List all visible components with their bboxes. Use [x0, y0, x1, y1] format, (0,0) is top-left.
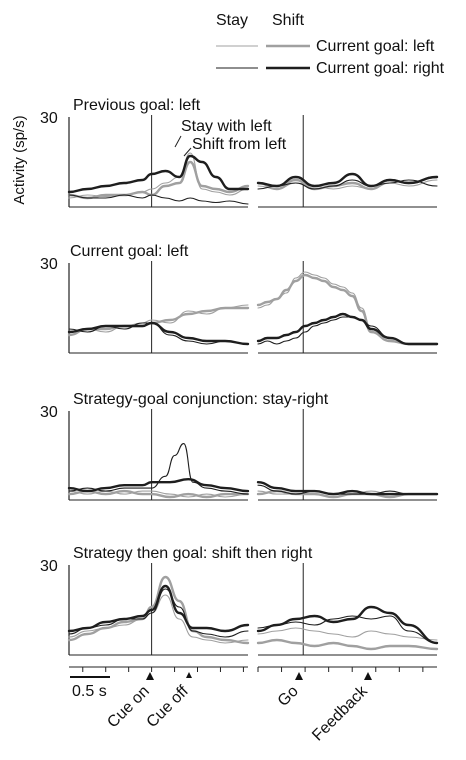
series-line-stay-left-cue	[68, 152, 249, 199]
event-marker-cue-on	[146, 672, 154, 680]
series-line-stay-right-cue	[68, 443, 249, 495]
series-line-stay-right-go	[257, 179, 438, 190]
y-tick-label: 30	[40, 110, 58, 127]
annotation-pointer	[174, 135, 192, 157]
series-line-shift-left-cue	[67, 160, 250, 200]
scale-bar-label: 0.5 s	[72, 683, 107, 700]
series-line-shift-right-go	[256, 481, 439, 496]
series-line-stay-right-go	[257, 615, 438, 644]
legend: Stay Shift Current goal: left Current go…	[216, 12, 445, 77]
series-line-stay-right-go	[257, 316, 438, 345]
legend-header-shift: Shift	[272, 12, 305, 29]
panel-2-traces	[67, 261, 439, 354]
panel-title: Strategy then goal: shift then right	[73, 545, 313, 562]
series-line-stay-left-go	[257, 271, 438, 345]
series-line-stay-right-cue	[68, 194, 249, 205]
panel-title: Strategy-goal conjunction: stay-right	[73, 391, 329, 408]
series-line-shift-right-go	[256, 605, 439, 645]
series-line-stay-left-go	[257, 627, 438, 641]
legend-label-left: Current goal: left	[316, 38, 435, 55]
event-label-go: Go	[275, 683, 302, 710]
series-line-shift-left-cue	[67, 489, 250, 499]
panel-1-traces	[67, 115, 439, 208]
y-axis-label: Activity (sp/s)	[11, 115, 28, 204]
series-line-shift-left-go	[256, 638, 439, 651]
series-line-shift-right-cue	[67, 478, 250, 493]
series-line-shift-left-cue	[67, 306, 250, 337]
panel-4: Strategy then goal: shift then right 30	[40, 545, 439, 656]
series-line-shift-right-go	[256, 312, 439, 346]
time-axis: 0.5 s Cue on Cue off Go Feedback	[69, 666, 437, 745]
time-axis-ticks	[82, 667, 424, 672]
annotation-shift-from-left: Shift from left	[192, 136, 287, 153]
event-label-feedback: Feedback	[309, 682, 371, 744]
legend-label-right: Current goal: right	[316, 60, 445, 77]
series-line-stay-right-cue	[68, 322, 249, 345]
event-marker-cue-off	[186, 672, 192, 678]
annotation-stay-with-left: Stay with left	[181, 118, 272, 135]
panel-4-traces	[67, 563, 439, 656]
series-line-stay-left-cue	[68, 594, 249, 644]
series-line-stay-right-cue	[68, 588, 249, 638]
legend-header-stay: Stay	[216, 12, 248, 29]
event-label-cue-on: Cue on	[104, 683, 153, 732]
event-label-cue-off: Cue off	[144, 682, 193, 731]
panel-3-traces	[67, 409, 439, 501]
y-tick-label: 30	[40, 256, 58, 273]
y-tick-label: 30	[40, 404, 58, 421]
series-line-stay-left-cue	[68, 304, 249, 333]
series-line-stay-left-go	[257, 179, 438, 190]
series-line-shift-left-cue	[67, 575, 250, 645]
series-line-stay-left-cue	[68, 490, 249, 498]
series-line-shift-right-cue	[67, 584, 250, 633]
panel-1: Previous goal: left 30 Stay with left Sh…	[40, 97, 439, 208]
panel-title: Current goal: left	[70, 243, 189, 260]
panel-2: Current goal: left 30	[40, 243, 439, 354]
series-line-stay-right-go	[257, 484, 438, 495]
panel-3: Strategy-goal conjunction: stay-right 30	[40, 391, 439, 501]
panel-title: Previous goal: left	[73, 97, 201, 114]
series-line-shift-left-go	[256, 273, 439, 346]
event-marker-feedback	[364, 672, 372, 680]
y-tick-label: 30	[40, 558, 58, 575]
series-line-shift-right-cue	[67, 154, 250, 194]
event-marker-go	[295, 672, 303, 680]
